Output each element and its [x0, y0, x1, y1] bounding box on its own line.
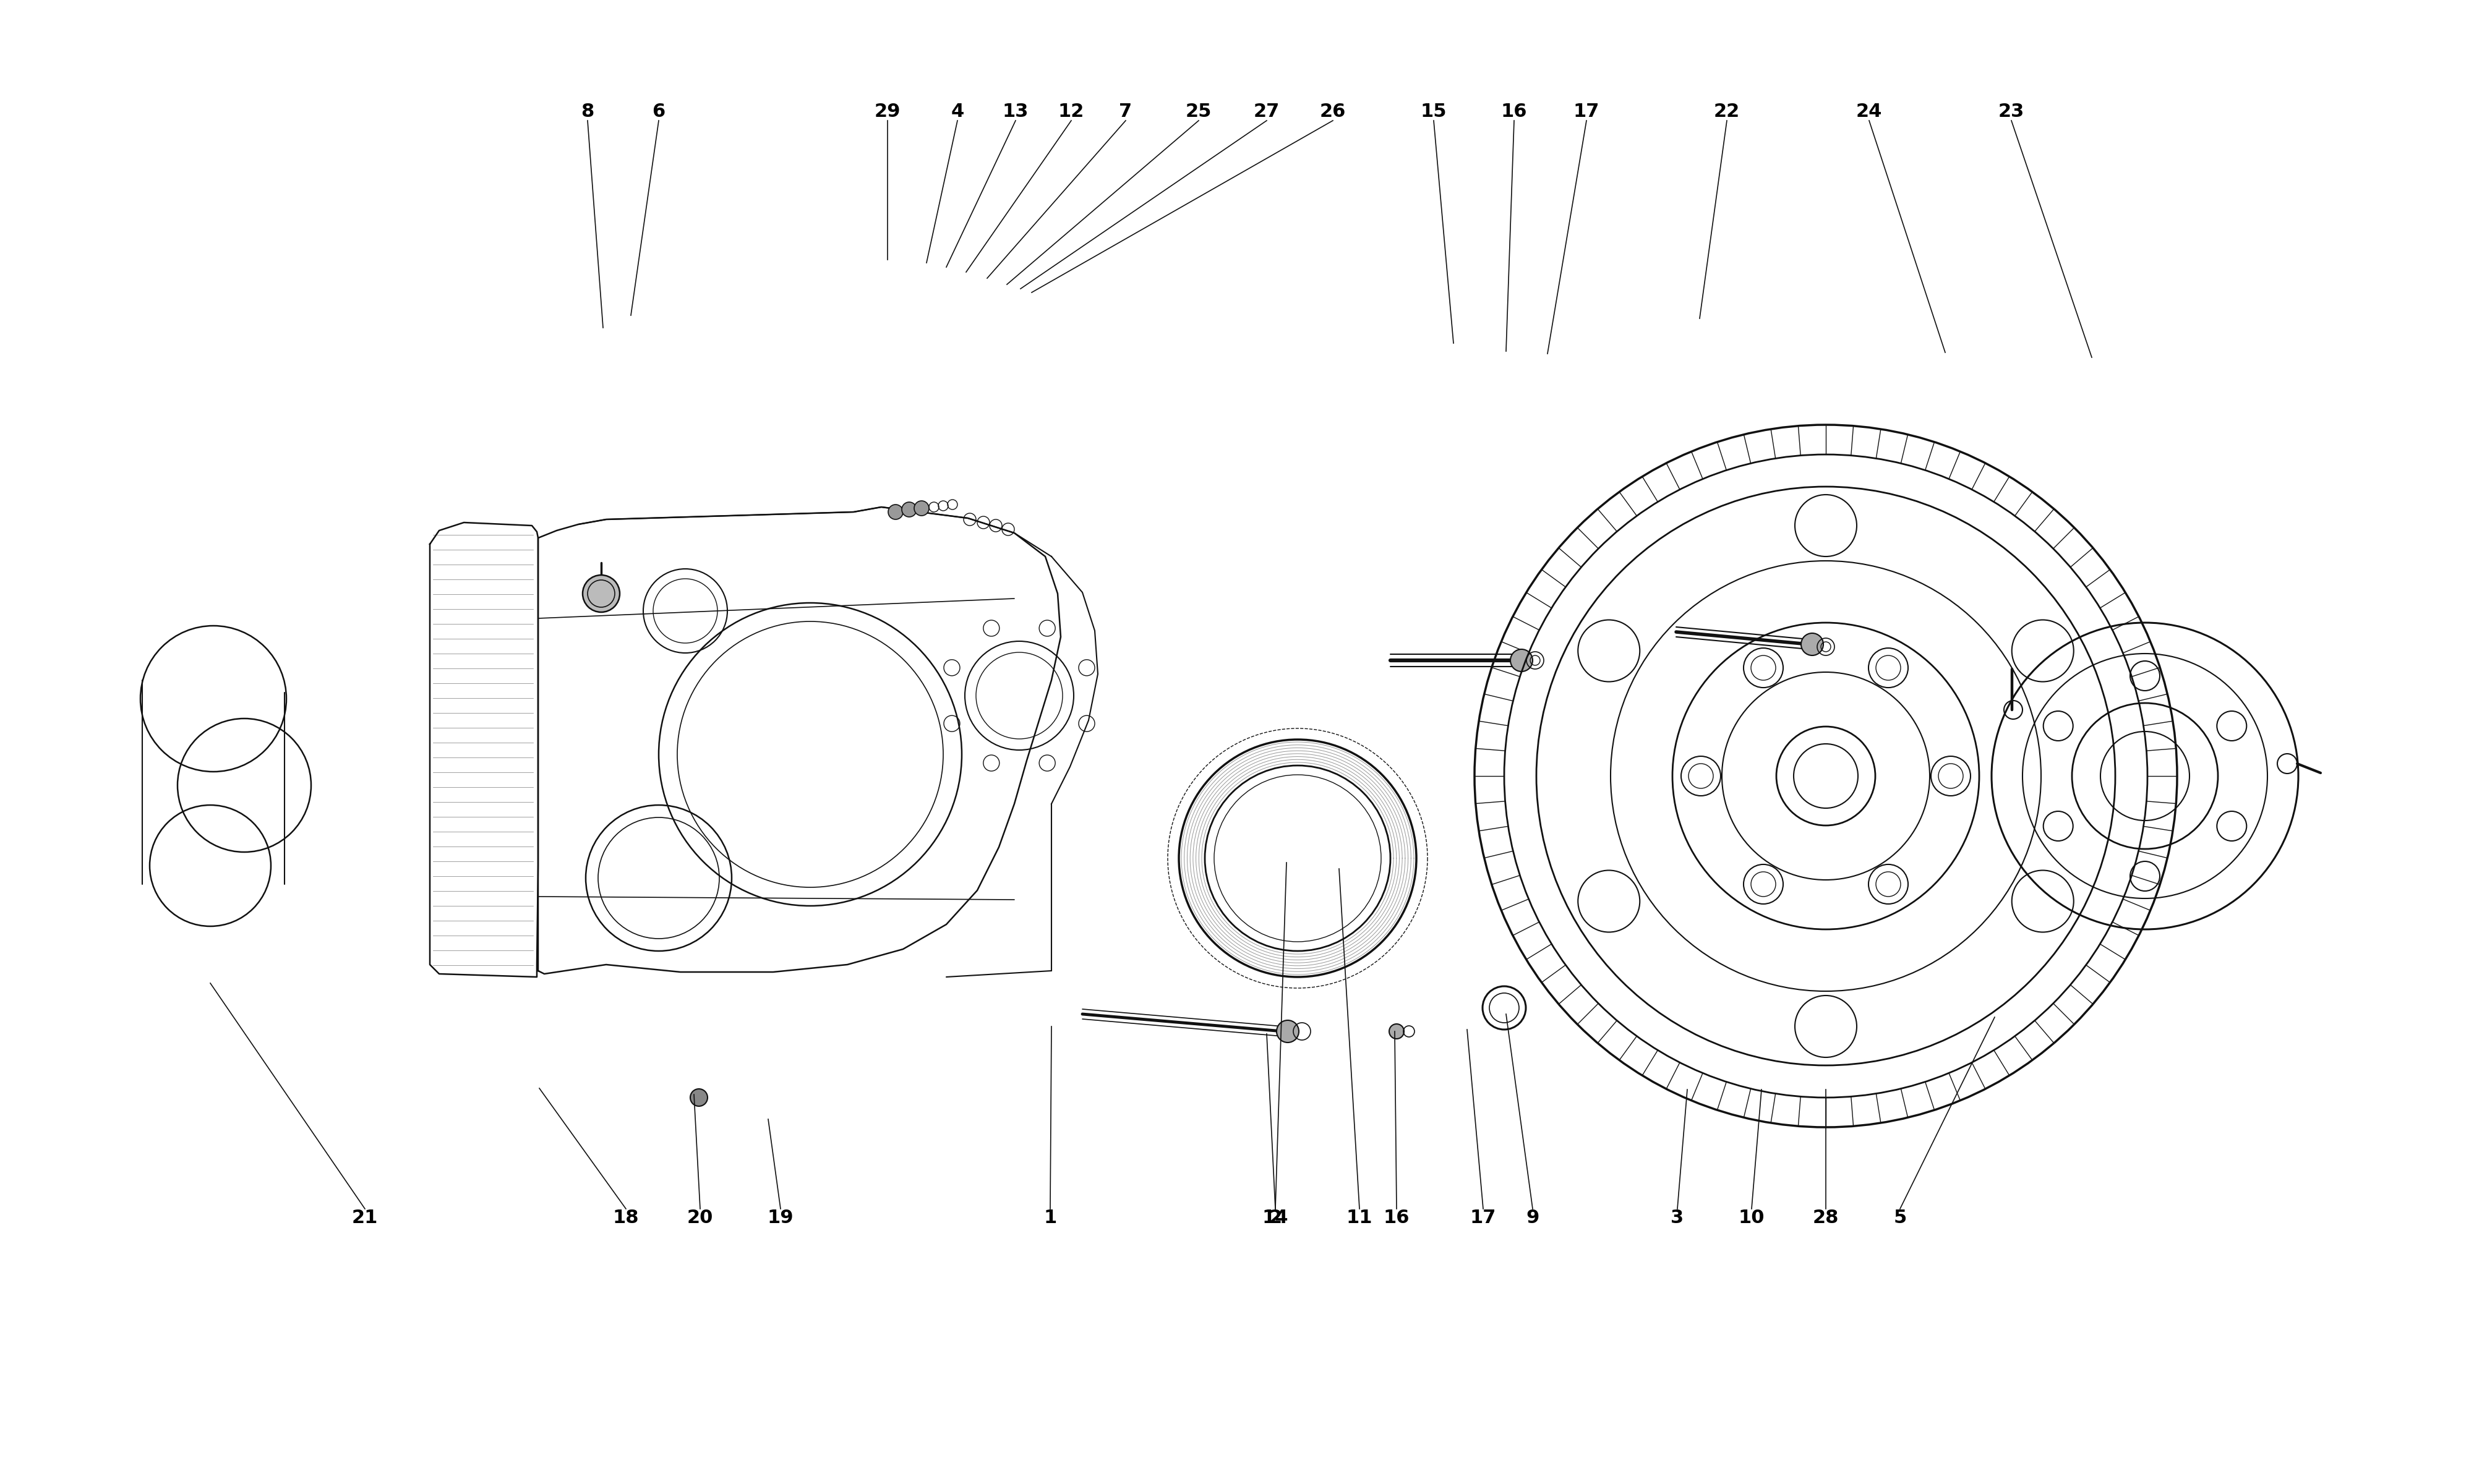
Circle shape — [584, 574, 618, 611]
Text: 19: 19 — [767, 1209, 794, 1227]
Text: 18: 18 — [614, 1209, 638, 1227]
Text: 11: 11 — [1346, 1209, 1373, 1227]
Text: 10: 10 — [1739, 1209, 1764, 1227]
Text: 7: 7 — [1118, 102, 1133, 120]
Circle shape — [1277, 1021, 1299, 1042]
Text: 9: 9 — [1526, 1209, 1539, 1227]
Text: 2: 2 — [1269, 1209, 1282, 1227]
Text: 14: 14 — [1262, 1209, 1289, 1227]
Text: 3: 3 — [1670, 1209, 1685, 1227]
Text: 15: 15 — [1420, 102, 1447, 120]
Text: 29: 29 — [873, 102, 901, 120]
Text: 26: 26 — [1319, 102, 1346, 120]
Text: 17: 17 — [1573, 102, 1601, 120]
Circle shape — [690, 1089, 708, 1106]
Text: 6: 6 — [653, 102, 666, 120]
Text: 5: 5 — [1893, 1209, 1907, 1227]
Circle shape — [888, 505, 903, 519]
Circle shape — [901, 502, 915, 516]
Text: 21: 21 — [351, 1209, 379, 1227]
Text: 13: 13 — [1002, 102, 1029, 120]
Text: 27: 27 — [1254, 102, 1279, 120]
Text: 28: 28 — [1813, 1209, 1838, 1227]
Text: 20: 20 — [688, 1209, 713, 1227]
Text: 23: 23 — [1999, 102, 2024, 120]
Text: 24: 24 — [1856, 102, 1883, 120]
Text: 12: 12 — [1059, 102, 1084, 120]
Text: 4: 4 — [950, 102, 965, 120]
Text: 1: 1 — [1044, 1209, 1056, 1227]
Circle shape — [1801, 634, 1823, 656]
Text: 8: 8 — [581, 102, 594, 120]
Text: 16: 16 — [1502, 102, 1526, 120]
Text: 25: 25 — [1185, 102, 1212, 120]
Circle shape — [915, 500, 930, 515]
Text: 17: 17 — [1470, 1209, 1497, 1227]
Text: 16: 16 — [1383, 1209, 1410, 1227]
Circle shape — [1509, 650, 1534, 671]
Text: 22: 22 — [1714, 102, 1739, 120]
Circle shape — [1390, 1024, 1405, 1039]
